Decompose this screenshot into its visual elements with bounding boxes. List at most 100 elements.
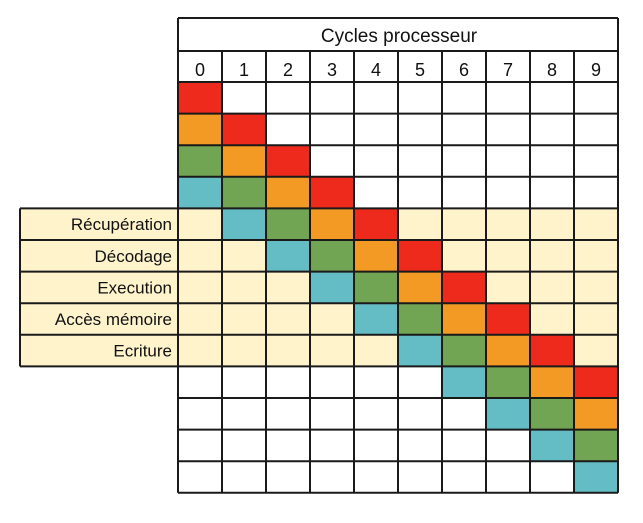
instruction-cell [574,398,618,430]
chart-title: Cycles processeur [321,26,478,47]
stage-label-bg [20,208,178,240]
grid-cell [178,429,222,462]
grid-cell [310,429,354,462]
grid-cell [398,113,442,146]
instruction-cell [310,240,354,272]
instruction-cell [266,208,310,240]
grid-cell [222,334,266,367]
grid-cell [398,145,442,177]
instruction-cell [530,398,574,430]
grid-cell [574,82,618,114]
stage-label-bg [20,240,178,272]
cycle-number-1: 1 [239,60,249,80]
grid-lines [19,17,619,494]
grid-cell [486,176,530,209]
stage-label: Execution [97,278,172,297]
grid-cell [442,398,486,430]
grid-cell [486,82,530,114]
instruction-cell [442,271,486,304]
stage-label: Décodage [94,247,172,266]
grid-cell [574,113,618,146]
cycle-header: Cycles processeur 0 1 2 3 4 5 6 7 8 9 [195,26,601,80]
instruction-cell [530,429,574,462]
grid-cell [354,82,398,114]
instruction-cell [178,82,222,114]
grid-cell [266,429,310,462]
instruction-cell [574,461,618,493]
instruction-cell [310,176,354,209]
instruction-cell [354,271,398,304]
grid-cell [354,145,398,177]
grid-cell [574,334,618,367]
instruction-cell [574,429,618,462]
grid-cell [442,208,486,240]
instruction-cell [530,366,574,398]
grid-cell [354,429,398,462]
instruction-cell [398,271,442,304]
cycle-number-5: 5 [415,60,425,80]
grid-cell [354,366,398,398]
grid-cell [266,271,310,304]
grid-cell [266,334,310,367]
grid-cell [398,429,442,462]
grid-cell [310,82,354,114]
grid-cell [178,208,222,240]
grid-cell [222,82,266,114]
grid-cell [442,461,486,493]
instruction-cell [354,303,398,335]
grid-cell [178,366,222,398]
instruction-cell [530,334,574,367]
instruction-cell [398,303,442,335]
grid-cell [178,461,222,493]
grid-cell [310,303,354,335]
grid-cell [398,176,442,209]
cycle-number-8: 8 [547,60,557,80]
grid-cell [486,461,530,493]
grid-cell [486,145,530,177]
grid-cell [266,82,310,114]
grid-cell [442,429,486,462]
grid-cell [266,461,310,493]
grid-cell [266,113,310,146]
grid-cell [530,271,574,304]
grid-cell [354,176,398,209]
instruction-cell [486,334,530,367]
grid-cell [574,271,618,304]
grid-cell [574,145,618,177]
grid-cell [398,398,442,430]
grid-cell [574,176,618,209]
cycle-number-9: 9 [591,60,601,80]
stage-label-bg [20,334,178,367]
instruction-cell [266,145,310,177]
grid-cell [530,113,574,146]
stage-label: Ecriture [113,342,172,361]
grid-cell [530,82,574,114]
pipeline-grid [178,82,618,493]
grid-cell [310,461,354,493]
grid-cell [178,334,222,367]
grid-cell [178,271,222,304]
stage-label-bg [20,271,178,304]
grid-cell [266,303,310,335]
grid-cell [354,113,398,146]
cycle-number-6: 6 [459,60,469,80]
grid-cell [486,208,530,240]
grid-cell [442,240,486,272]
grid-cell [442,113,486,146]
grid-cell [398,208,442,240]
grid-cell [486,113,530,146]
instruction-cell [442,334,486,367]
instruction-cell [398,334,442,367]
stage-label-column: Récupération Décodage Execution Accès mémoi… [20,208,178,367]
grid-cell [310,398,354,430]
instruction-cell [310,208,354,240]
grid-cell [222,398,266,430]
grid-cell [530,145,574,177]
grid-cell [222,461,266,493]
grid-cell [266,398,310,430]
grid-cell [442,145,486,177]
grid-cell [530,240,574,272]
cycle-number-3: 3 [327,60,337,80]
instruction-cell [178,113,222,146]
grid-cell [486,271,530,304]
